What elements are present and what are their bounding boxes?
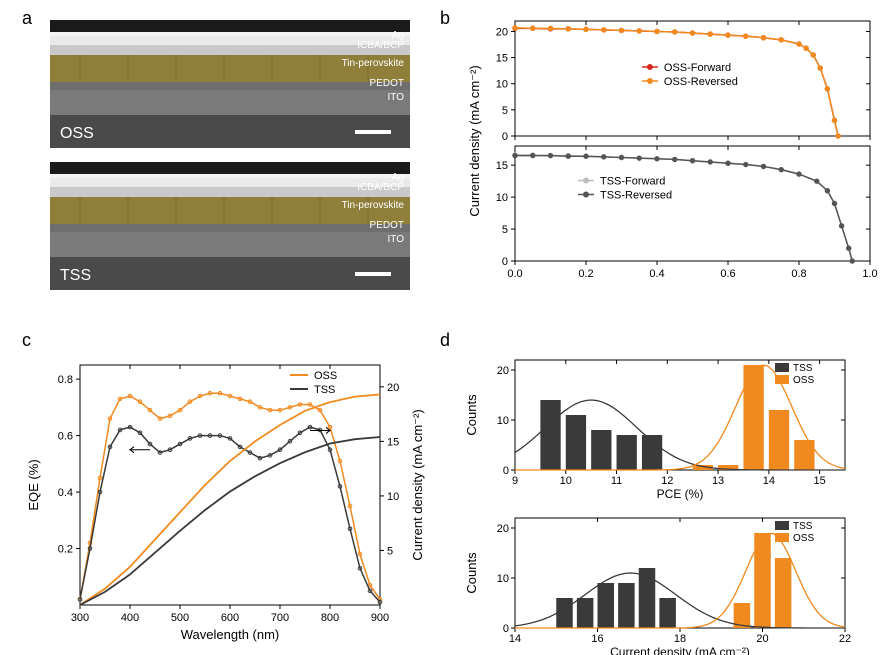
svg-text:20: 20: [497, 365, 509, 377]
svg-text:Counts: Counts: [464, 394, 479, 436]
svg-text:22: 22: [839, 633, 851, 645]
svg-text:TSS: TSS: [793, 363, 813, 374]
svg-text:10: 10: [387, 491, 399, 503]
svg-text:0: 0: [503, 465, 509, 477]
svg-text:OSS: OSS: [793, 533, 814, 544]
svg-text:14: 14: [509, 633, 521, 645]
svg-text:ITO: ITO: [388, 234, 405, 245]
svg-text:PEDOT: PEDOT: [370, 220, 404, 231]
svg-text:15: 15: [496, 160, 508, 172]
svg-text:13: 13: [712, 475, 724, 487]
svg-text:0.4: 0.4: [58, 487, 73, 499]
svg-text:OSS-Reversed: OSS-Reversed: [664, 76, 738, 88]
svg-text:0.2: 0.2: [58, 544, 73, 556]
svg-text:16: 16: [591, 633, 603, 645]
panel-label-a: a: [22, 8, 32, 29]
svg-text:300: 300: [71, 612, 89, 624]
svg-text:0.8: 0.8: [791, 268, 806, 280]
svg-text:ITO: ITO: [388, 92, 405, 103]
svg-text:5: 5: [502, 105, 508, 117]
svg-text:1.0: 1.0: [862, 268, 877, 280]
svg-text:5: 5: [387, 545, 393, 557]
svg-text:11: 11: [611, 475, 622, 487]
svg-text:PCE (%): PCE (%): [657, 487, 704, 501]
panel-d-hist: 910111213141501020TSSOSSPCE (%)141618202…: [460, 345, 880, 655]
svg-text:0.6: 0.6: [720, 268, 735, 280]
svg-text:TSS-Reversed: TSS-Reversed: [600, 190, 672, 202]
svg-text:10: 10: [497, 415, 509, 427]
panel-b-jv: 0 5 10 15 20 OSS-Forward OSS-Reversed 0 5 10 15 0.0…: [465, 6, 885, 306]
panel-label-b: b: [440, 8, 450, 29]
panel-label-d: d: [440, 330, 450, 351]
svg-text:800: 800: [321, 612, 339, 624]
svg-text:10: 10: [560, 475, 572, 487]
svg-text:0.4: 0.4: [649, 268, 664, 280]
svg-text:15: 15: [496, 53, 508, 65]
svg-text:20: 20: [497, 523, 509, 535]
svg-text:10: 10: [497, 573, 509, 585]
svg-text:14: 14: [763, 475, 775, 487]
svg-text:Current density (mA cm⁻²): Current density (mA cm⁻²): [610, 645, 750, 655]
panel-c-eqe: 300 400 500 600 700 800 900 0.2 0.4 0.6 0.8 5 10 15 20…: [20, 345, 440, 655]
svg-text:TSS: TSS: [314, 384, 335, 396]
svg-text:400: 400: [121, 612, 139, 624]
svg-text:0: 0: [503, 623, 509, 635]
svg-text:20: 20: [756, 633, 768, 645]
svg-text:0: 0: [502, 256, 508, 268]
svg-text:0.2: 0.2: [578, 268, 593, 280]
svg-text:PEDOT: PEDOT: [370, 78, 404, 89]
svg-text:20: 20: [387, 382, 399, 394]
svg-text:TSS: TSS: [60, 267, 91, 284]
svg-text:20: 20: [496, 26, 508, 38]
svg-text:500: 500: [171, 612, 189, 624]
svg-text:OSS: OSS: [314, 370, 337, 382]
svg-text:18: 18: [674, 633, 686, 645]
svg-text:700: 700: [271, 612, 289, 624]
svg-text:5: 5: [502, 224, 508, 236]
svg-text:ICBA/BCP: ICBA/BCP: [357, 182, 404, 193]
svg-text:TSS-Forward: TSS-Forward: [600, 176, 665, 188]
svg-text:Current density (mA cm⁻²): Current density (mA cm⁻²): [467, 65, 482, 216]
svg-text:Current density (mA cm⁻²): Current density (mA cm⁻²): [410, 409, 425, 560]
svg-text:0.0: 0.0: [507, 268, 522, 280]
svg-text:Counts: Counts: [464, 552, 479, 594]
svg-text:Tin-perovskite: Tin-perovskite: [342, 58, 405, 69]
svg-text:OSS: OSS: [793, 375, 814, 386]
svg-text:9: 9: [512, 475, 518, 487]
svg-text:10: 10: [496, 192, 508, 204]
svg-text:0.8: 0.8: [58, 374, 73, 386]
svg-text:EQE (%): EQE (%): [26, 459, 41, 510]
svg-text:10: 10: [496, 79, 508, 91]
svg-text:15: 15: [387, 436, 399, 448]
svg-text:15: 15: [813, 475, 825, 487]
svg-text:12: 12: [661, 475, 673, 487]
svg-text:Tin-perovskite: Tin-perovskite: [342, 200, 405, 211]
panel-a-sem: AgICBA/BCPTin-perovskitePEDOTITOOSS AgIC…: [50, 20, 420, 300]
svg-text:OSS: OSS: [60, 125, 94, 142]
svg-text:0: 0: [502, 131, 508, 143]
svg-text:0.6: 0.6: [58, 431, 73, 443]
svg-text:OSS-Forward: OSS-Forward: [664, 62, 731, 74]
svg-text:Wavelength (nm): Wavelength (nm): [181, 627, 280, 642]
svg-text:ICBA/BCP: ICBA/BCP: [357, 40, 404, 51]
svg-text:600: 600: [221, 612, 239, 624]
svg-text:TSS: TSS: [793, 521, 813, 532]
svg-text:900: 900: [371, 612, 389, 624]
